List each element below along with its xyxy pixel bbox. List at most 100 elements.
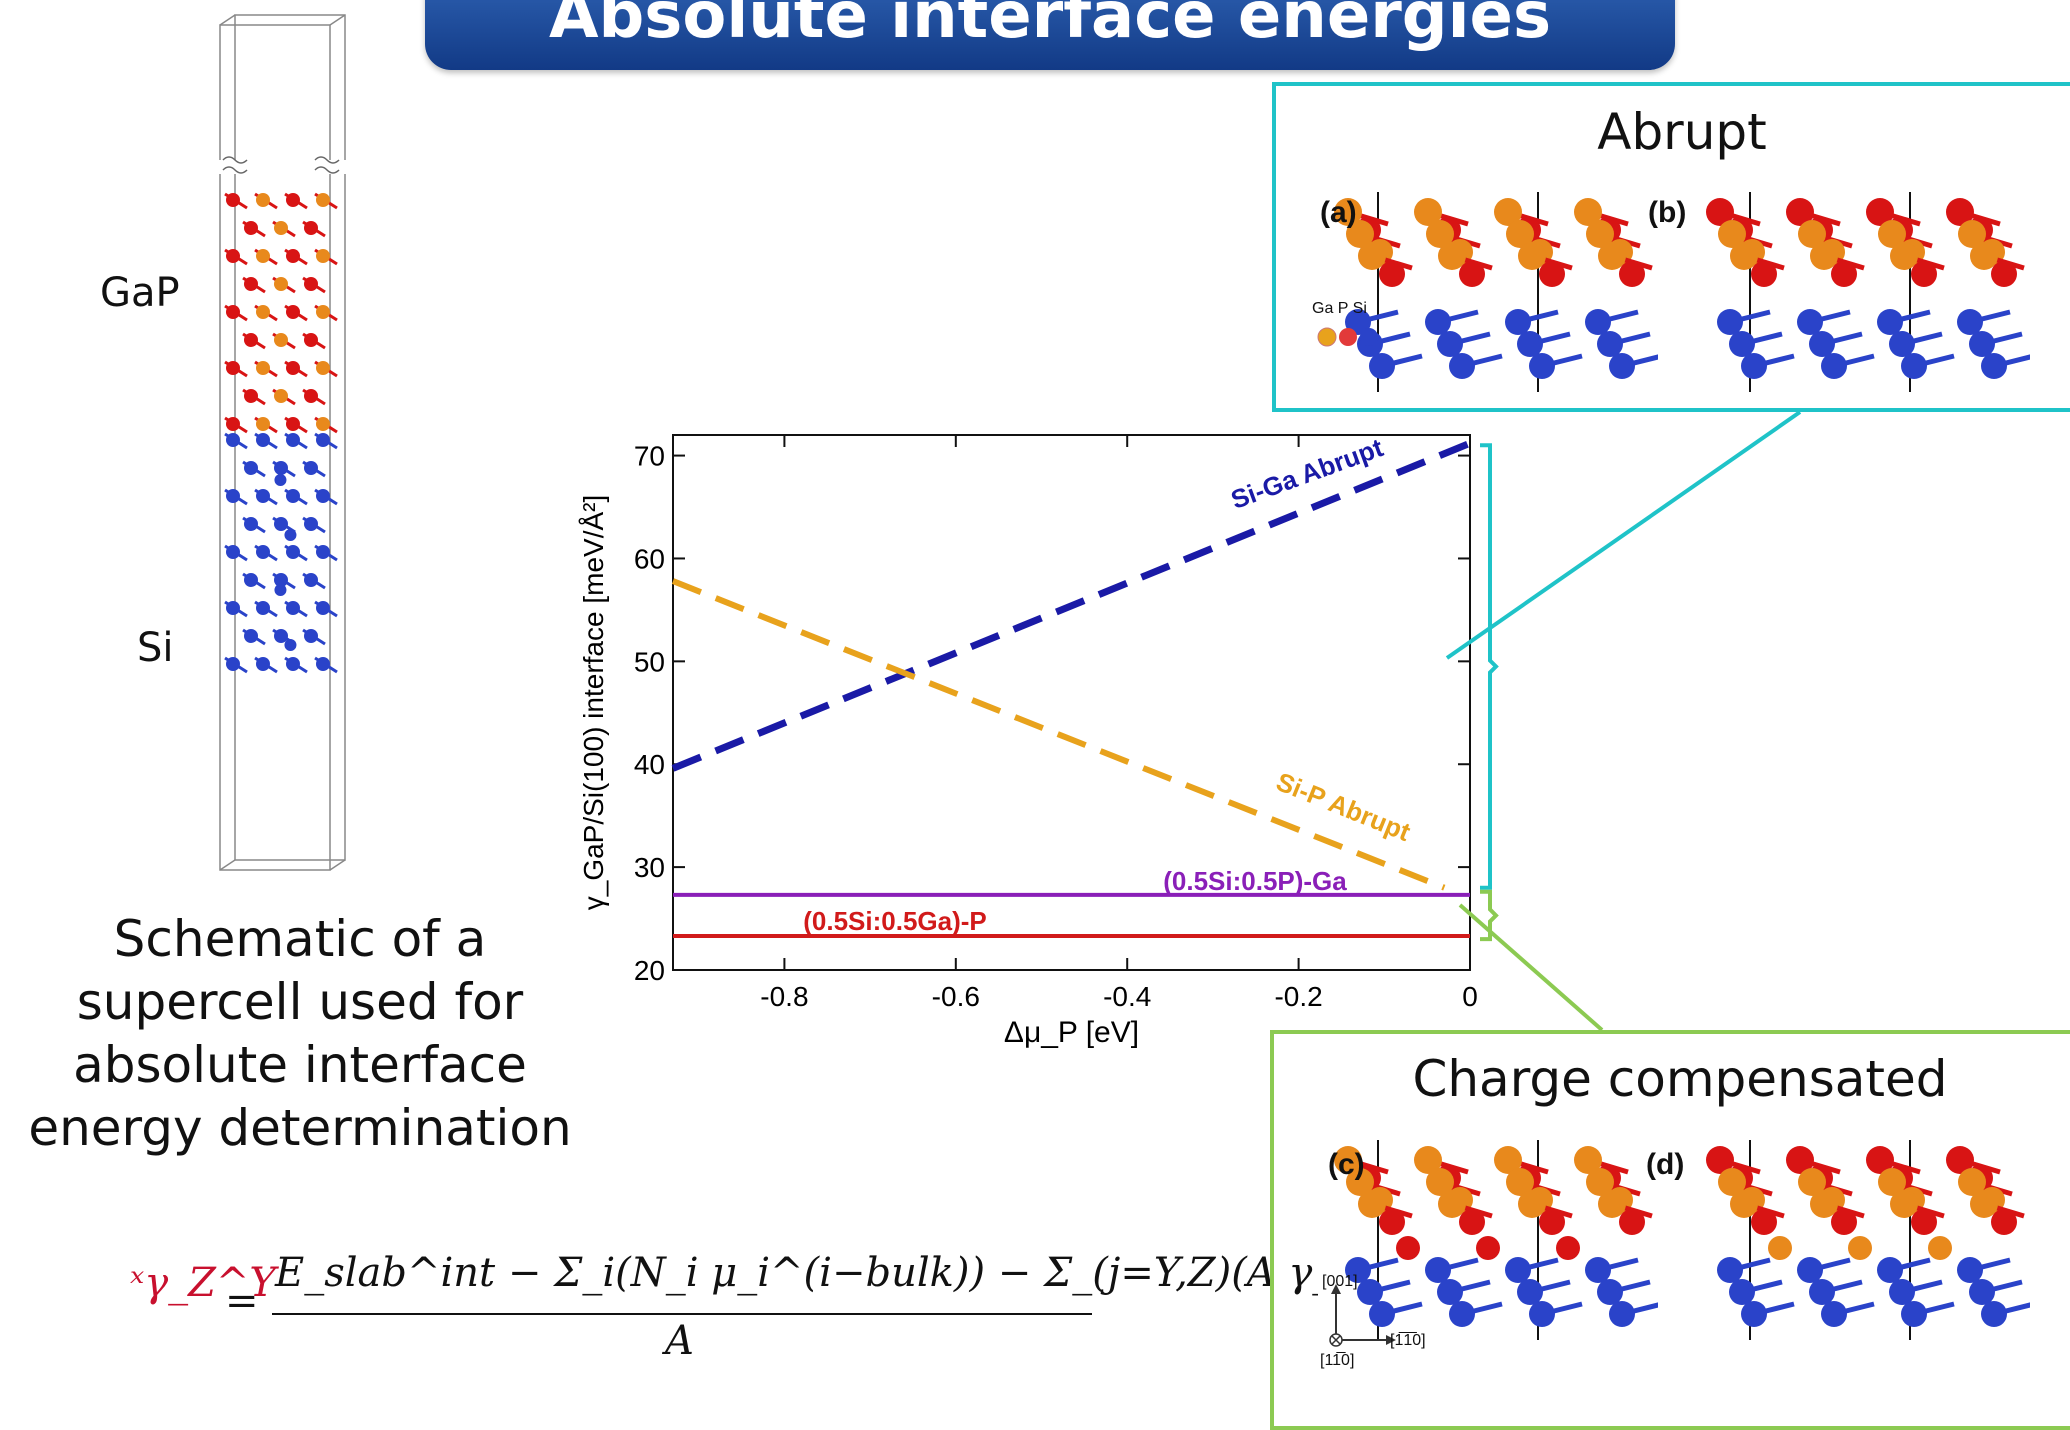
abrupt-panel [1272, 82, 2070, 412]
si-atom [1821, 1301, 1847, 1327]
si-atom [1369, 1301, 1395, 1327]
si-atom [1345, 309, 1371, 335]
si-atom [1529, 353, 1555, 379]
gap-atom [1878, 1168, 1906, 1196]
crystal-structure-a [1318, 192, 1658, 392]
atom [226, 545, 240, 559]
gap-atom [1970, 1190, 1998, 1218]
gap-atom [1810, 242, 1838, 270]
atom [226, 193, 240, 207]
atom [226, 305, 240, 319]
gap-atom [1426, 220, 1454, 248]
gap-atom [1730, 1190, 1758, 1218]
atom [244, 461, 258, 475]
gap-atom [1598, 1190, 1626, 1218]
atom [316, 601, 330, 615]
si-atom-icon [1360, 328, 1378, 346]
gap-atom [1518, 1190, 1546, 1218]
atom [244, 517, 258, 531]
equation-lhs: ˣγ_Z^Y [130, 1260, 276, 1306]
atom [286, 249, 300, 263]
si-atom [1425, 309, 1451, 335]
si-atom [1969, 1279, 1995, 1305]
gap-atom [1539, 261, 1565, 287]
interface-energy-equation: ˣγ_Z^Y = E_slab^int − Σ_i(N_i μ_i^(i−bul… [130, 1240, 1474, 1390]
gap-atom [1866, 1146, 1894, 1174]
atom [256, 249, 270, 263]
atom [244, 629, 258, 643]
gap-atom [1379, 1209, 1405, 1235]
atom [316, 545, 330, 559]
atom [274, 573, 288, 587]
si-atom [1425, 1257, 1451, 1283]
si-atom [1741, 1301, 1767, 1327]
gap-atom [1574, 1146, 1602, 1174]
element-legend-dots [1317, 327, 1378, 347]
atom [316, 193, 330, 207]
atom [274, 277, 288, 291]
atom [316, 433, 330, 447]
si-atom [1797, 1257, 1823, 1283]
si-atom [1957, 309, 1983, 335]
gap-atom [1379, 261, 1405, 287]
gap-atom [1459, 1209, 1485, 1235]
gap-atom [1878, 220, 1906, 248]
atom [274, 474, 287, 486]
gap-atom [1751, 261, 1777, 287]
si-atom [1449, 1301, 1475, 1327]
atom [304, 517, 318, 531]
panel-label-a: (a) [1320, 196, 1357, 229]
gap-atom [1586, 220, 1614, 248]
si-atom [1717, 1257, 1743, 1283]
atom [256, 657, 270, 671]
caption-line: supercell used for [76, 973, 524, 1031]
atom [304, 461, 318, 475]
gap-atom [1831, 261, 1857, 287]
x-tick-label: -0.4 [1103, 981, 1151, 1012]
gap-atom [1706, 198, 1734, 226]
y-tick-label: 20 [634, 955, 665, 986]
si-atom [1957, 1257, 1983, 1283]
interface-atom [1396, 1236, 1420, 1260]
atom [286, 545, 300, 559]
si-atom [1449, 353, 1475, 379]
si-atom [1585, 1257, 1611, 1283]
gap-atom [1494, 1146, 1522, 1174]
ga-atom-icon [1317, 327, 1337, 347]
gap-atom [1539, 1209, 1565, 1235]
gap-atom [1334, 1146, 1362, 1174]
gap-atom [1438, 242, 1466, 270]
atom [274, 221, 288, 235]
si-atom [1717, 309, 1743, 335]
interface-atom [1928, 1236, 1952, 1260]
si-label: Si [137, 625, 174, 671]
caption-line: energy determination [28, 1099, 572, 1157]
atom [226, 433, 240, 447]
atom [226, 489, 240, 503]
atom [286, 305, 300, 319]
si-atom [1369, 353, 1395, 379]
gap-atom [1506, 1168, 1534, 1196]
atom [304, 629, 318, 643]
si-atom [1741, 353, 1767, 379]
gap-atom [1958, 1168, 1986, 1196]
gap-atom [1346, 220, 1374, 248]
si-atom [1529, 1301, 1555, 1327]
atom [256, 489, 270, 503]
atom [256, 417, 270, 431]
page-title: Absolute interface energies [548, 0, 1552, 53]
atom [226, 657, 240, 671]
atom [256, 601, 270, 615]
element-legend: Ga P Si [1312, 300, 1367, 318]
atom [244, 221, 258, 235]
si-atom [1517, 1279, 1543, 1305]
caption-line: Schematic of a [113, 910, 487, 968]
equation-numerator: E_slab^int − Σ_i(N_i μ_i^(i−bulk)) − Σ_(… [275, 1250, 1475, 1296]
crystal-axes-icon [1329, 1284, 1396, 1347]
gap-atom [1798, 220, 1826, 248]
gap-atom [1459, 261, 1485, 287]
si-atom [1357, 1279, 1383, 1305]
gap-atom [1831, 1209, 1857, 1235]
si-atom [1969, 331, 1995, 357]
